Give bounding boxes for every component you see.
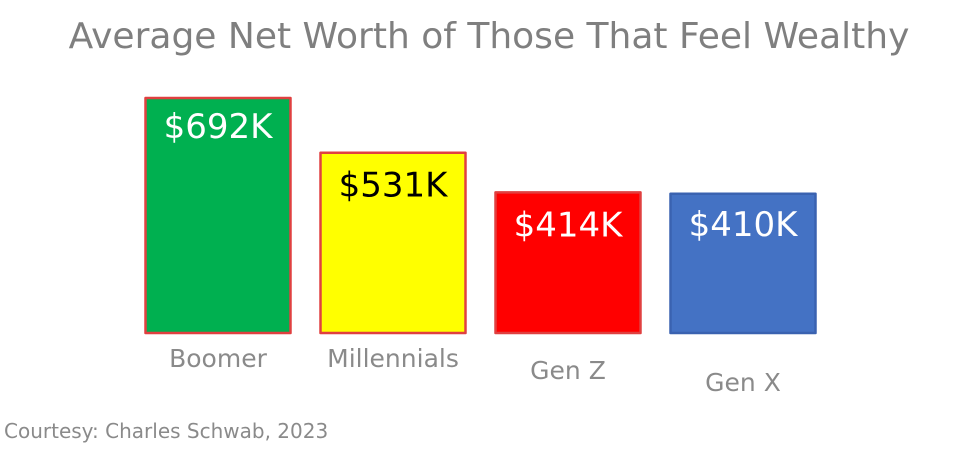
value-labels-layer: $692K $531K $414K $410K xyxy=(164,107,800,245)
value-label-millennials: $531K xyxy=(339,166,450,206)
bar-boomer xyxy=(144,96,292,335)
bars-layer xyxy=(144,96,817,335)
value-label-gen-z: $414K xyxy=(514,205,625,245)
value-label-boomer: $692K xyxy=(164,107,275,147)
bar-gen-z xyxy=(494,191,642,335)
value-label-gen-x: $410K xyxy=(689,205,800,245)
category-label-gen-x: Gen X xyxy=(705,368,781,397)
source-note: Courtesy: Charles Schwab, 2023 xyxy=(4,419,328,443)
chart-title: Average Net Worth of Those That Feel Wea… xyxy=(69,16,910,57)
bar-millennials xyxy=(319,151,467,335)
category-labels-layer: Boomer Millennials Gen Z Gen X xyxy=(169,344,781,397)
category-label-boomer: Boomer xyxy=(169,344,267,373)
bar-gen-x xyxy=(669,192,817,335)
category-label-millennials: Millennials xyxy=(327,344,459,373)
category-label-gen-z: Gen Z xyxy=(530,356,606,385)
